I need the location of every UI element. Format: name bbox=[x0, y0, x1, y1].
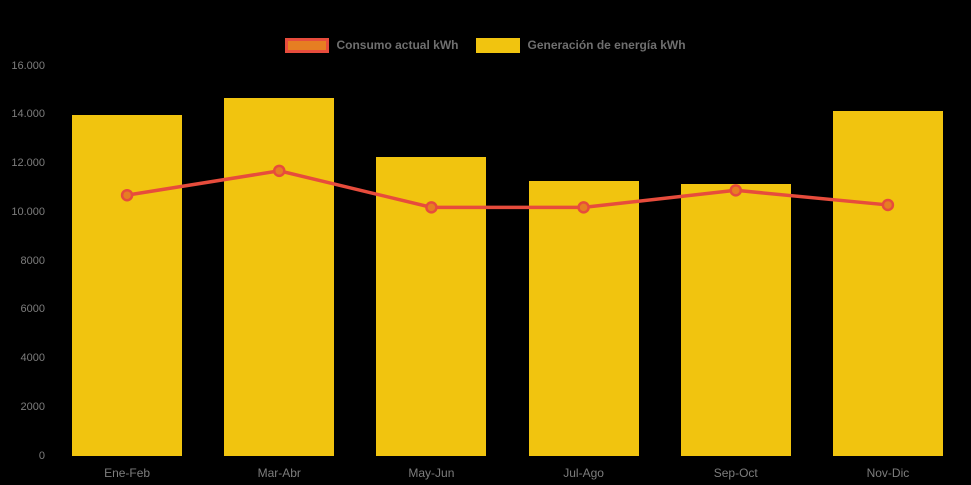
generacion-bar-swatch-icon bbox=[476, 38, 521, 53]
consumo-data-point[interactable] bbox=[577, 201, 590, 214]
consumo-data-point[interactable] bbox=[729, 184, 742, 197]
x-axis-tick-label: Mar-Abr bbox=[257, 466, 301, 480]
y-axis-tick-label: 16.000 bbox=[11, 59, 45, 72]
y-axis-tick-label: 6000 bbox=[20, 303, 45, 316]
consumo-data-point[interactable] bbox=[881, 198, 895, 212]
generacion-bar[interactable] bbox=[224, 97, 335, 456]
x-axis-tick-label: Nov-Dic bbox=[866, 466, 910, 480]
legend-label-generacion: Generación de energía kWh bbox=[527, 38, 686, 52]
consumo-line-swatch-icon bbox=[285, 38, 330, 53]
generacion-bar[interactable] bbox=[528, 180, 639, 456]
generacion-bar[interactable] bbox=[832, 111, 943, 456]
legend-label-consumo: Consumo actual kWh bbox=[336, 38, 459, 52]
legend-item-generacion[interactable]: Generación de energía kWh bbox=[476, 38, 686, 53]
chart-legend: Consumo actual kWh Generación de energía… bbox=[0, 38, 971, 53]
y-axis-tick-label: 12.000 bbox=[11, 157, 45, 169]
x-axis-tick-label: May-Jun bbox=[408, 466, 455, 480]
consumo-data-point[interactable] bbox=[273, 164, 286, 178]
x-axis-tick-label: Sep-Oct bbox=[713, 466, 758, 480]
x-axis-tick-label: Jul-Ago bbox=[563, 466, 604, 480]
x-axis-tick-label: Ene-Feb bbox=[104, 466, 151, 480]
y-axis-tick-label: 0 bbox=[38, 449, 45, 462]
y-axis-tick-label: 14.000 bbox=[11, 108, 45, 121]
y-axis-tick-label: 2000 bbox=[20, 400, 45, 413]
consumo-data-point[interactable] bbox=[120, 188, 134, 202]
generacion-bar[interactable] bbox=[72, 114, 183, 456]
consumo-data-point[interactable] bbox=[425, 201, 438, 214]
legend-item-consumo-actual[interactable]: Consumo actual kWh bbox=[285, 38, 458, 53]
y-axis-tick-label: 8000 bbox=[20, 254, 45, 267]
y-axis-tick-label: 4000 bbox=[20, 352, 45, 364]
generacion-bar[interactable] bbox=[680, 184, 791, 456]
y-axis-tick-label: 10.000 bbox=[11, 205, 45, 218]
